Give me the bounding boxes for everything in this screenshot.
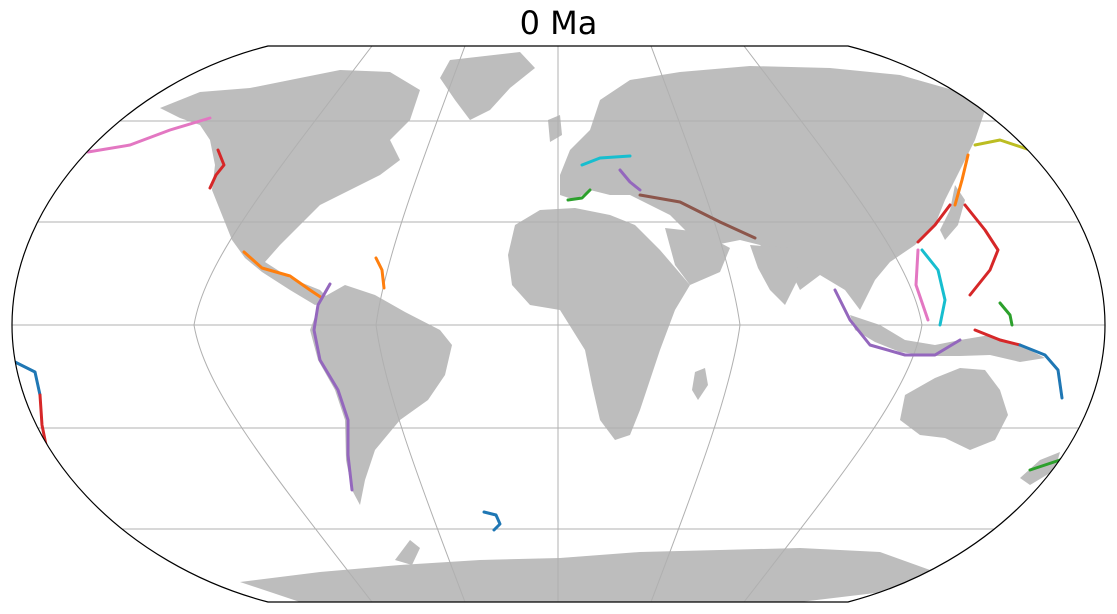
- subduction-japan: [953, 153, 970, 207]
- subduction-new-guinea: [973, 328, 1022, 347]
- subduction-new-britain: [998, 301, 1014, 327]
- subduction-philippines: [920, 248, 947, 327]
- graticule: [12, 46, 1105, 602]
- subduction-gibraltar: [566, 188, 592, 202]
- subduction-andes: [312, 282, 354, 492]
- subduction-izu-bonin: [963, 203, 1000, 297]
- subduction-lesser-antilles: [374, 256, 386, 290]
- subduction-kuril: [973, 138, 1032, 152]
- subduction-ryukyu: [916, 203, 952, 244]
- landmass-antarctica: [240, 548, 930, 602]
- subduction-aleutian: [86, 116, 212, 154]
- landmass-arabia: [665, 228, 730, 285]
- subduction-hellenic: [618, 168, 642, 192]
- landmass-british-isles: [548, 115, 562, 142]
- landmass-madagascar: [692, 368, 708, 400]
- meridian-30w: [375, 46, 466, 602]
- subduction-scotia: [482, 510, 502, 532]
- landmass-southeast-asia-islands: [850, 315, 1045, 362]
- subduction-cascadia: [208, 148, 226, 190]
- meridian-30e: [650, 46, 741, 602]
- globe-outline: [11, 45, 1106, 603]
- landmass-antarctic-peninsula: [395, 540, 420, 565]
- landmass-india: [750, 245, 800, 305]
- landmass-australia: [900, 368, 1008, 450]
- subduction-mediterranean: [580, 154, 632, 167]
- landmasses: [160, 52, 1060, 602]
- subduction-sunda: [833, 288, 962, 357]
- landmass-eurasia: [560, 66, 985, 310]
- subduction-philippines-west: [914, 248, 930, 322]
- landmass-new-zealand: [1020, 452, 1060, 485]
- meridian-60e: [743, 46, 923, 602]
- landmass-japan: [940, 185, 965, 240]
- subduction-solomon-tonga: [1018, 343, 1064, 400]
- landmass-greenland: [440, 52, 535, 120]
- landmass-south-america: [310, 285, 452, 505]
- map-title: 0 Ma: [519, 4, 598, 42]
- landmass-north-america: [160, 70, 420, 305]
- landmass-africa: [508, 208, 690, 440]
- meridian-60w: [193, 46, 373, 602]
- subduction-zagros-himalaya: [638, 193, 757, 240]
- subduction-tonga-kermadec: [13, 360, 42, 397]
- subduction-kermadec-south: [38, 393, 50, 457]
- subduction-middle-america: [242, 250, 324, 300]
